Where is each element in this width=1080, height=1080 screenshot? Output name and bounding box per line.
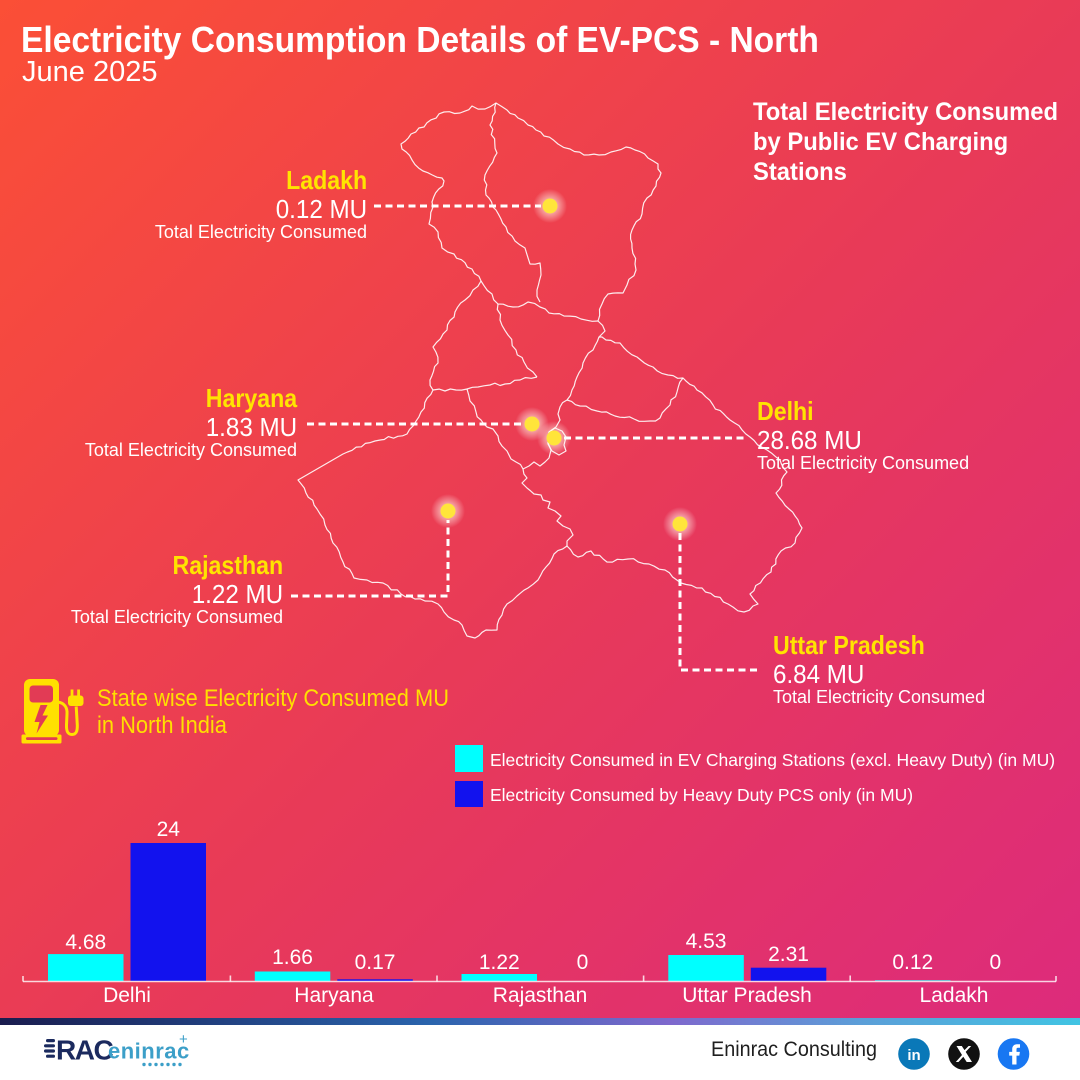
svg-text:RAC: RAC [56,1035,113,1066]
svg-text:eninrac: eninrac [108,1039,190,1064]
svg-text:+: + [179,1031,188,1048]
svg-text:in: in [907,1047,920,1064]
